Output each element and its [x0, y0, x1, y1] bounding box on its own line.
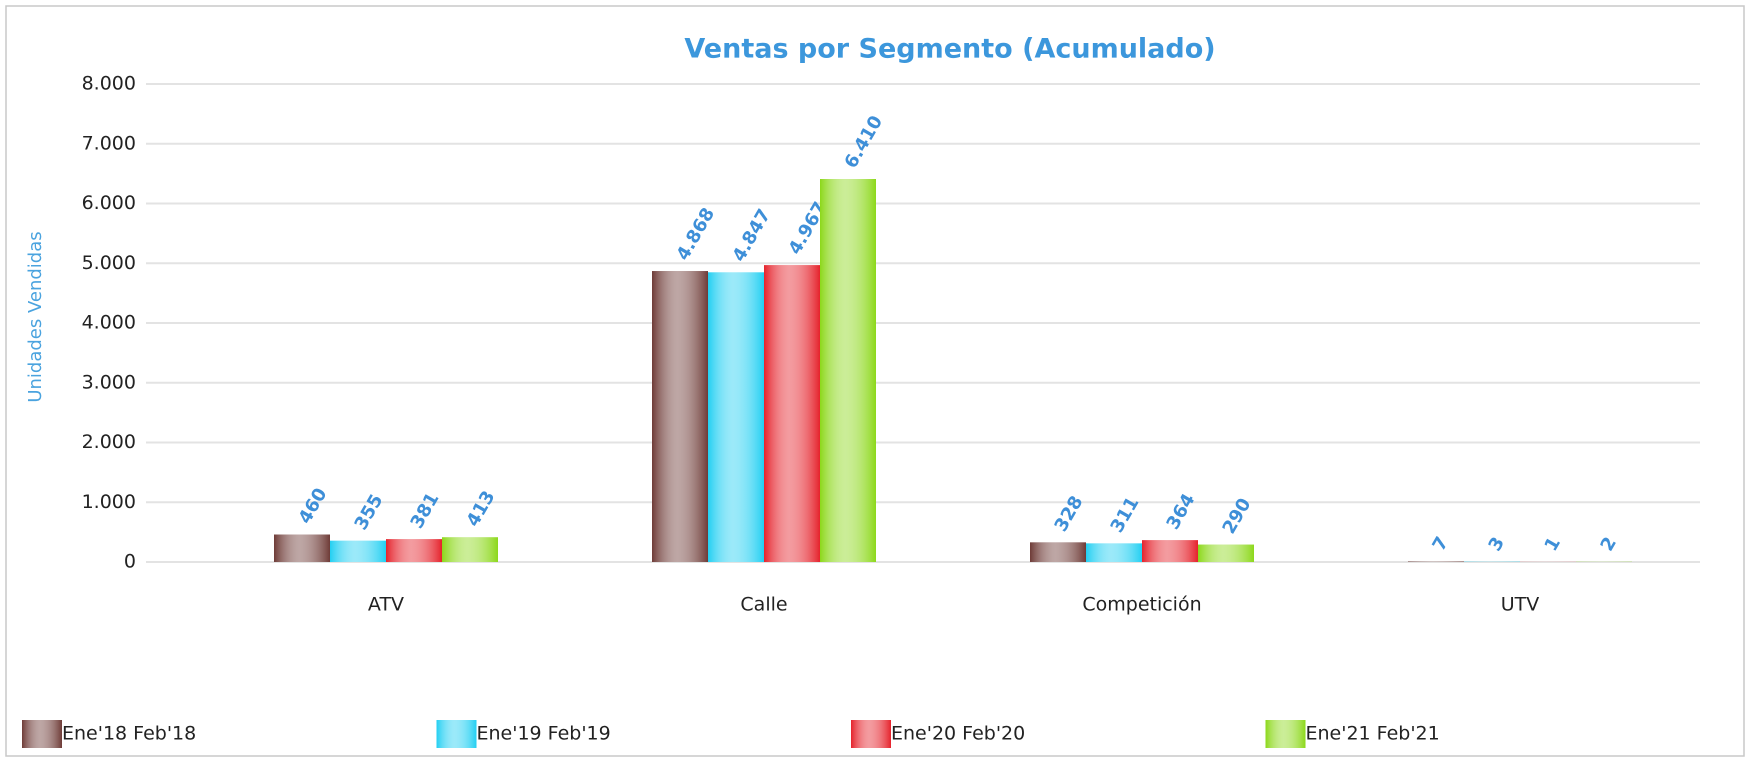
bar	[1142, 540, 1198, 562]
x-tick-label: Competición	[1082, 594, 1201, 616]
bar	[1086, 543, 1142, 562]
x-tick-label: Calle	[740, 594, 787, 616]
bar-group	[1142, 540, 1198, 562]
legend-label: Ene'20 Feb'20	[891, 723, 1025, 745]
bar-group	[1198, 544, 1254, 562]
bar	[386, 539, 442, 562]
bar-group	[764, 265, 820, 562]
y-tick-label: 3.000	[82, 371, 136, 393]
bar-group	[820, 179, 876, 562]
bar	[1198, 544, 1254, 562]
y-tick-label: 0	[124, 551, 136, 573]
y-axis-title: Unidades Vendidas	[25, 231, 46, 402]
bar	[764, 265, 820, 562]
bar	[708, 272, 764, 562]
y-tick-label: 1.000	[82, 491, 136, 513]
x-tick-label: ATV	[368, 594, 404, 616]
chart-title: Ventas por Segmento (Acumulado)	[684, 34, 1215, 65]
legend-label: Ene'21 Feb'21	[1306, 723, 1440, 745]
bar-group	[274, 534, 330, 562]
legend-swatch-shine	[22, 720, 62, 748]
legend-swatch-shine	[436, 720, 477, 748]
legend-swatch-shine	[851, 720, 891, 748]
bar	[652, 271, 708, 562]
bar-group	[330, 540, 386, 562]
bar-group	[708, 272, 764, 562]
legend-label: Ene'19 Feb'19	[477, 723, 611, 745]
legend-swatch-shine	[1265, 720, 1306, 748]
bar	[820, 179, 876, 562]
bar-group	[1030, 542, 1086, 562]
y-tick-label: 8.000	[82, 73, 136, 95]
bar-group	[652, 271, 708, 562]
bar	[442, 537, 498, 562]
y-tick-label: 4.000	[82, 312, 136, 334]
y-tick-label: 2.000	[82, 431, 136, 453]
bar-group	[442, 537, 498, 562]
y-tick-label: 6.000	[82, 192, 136, 214]
y-tick-label: 5.000	[82, 252, 136, 274]
bar	[1030, 542, 1086, 562]
y-tick-label: 7.000	[82, 132, 136, 154]
bar	[330, 540, 386, 562]
bar-group	[1086, 543, 1142, 562]
bar-group	[386, 539, 442, 562]
bar	[274, 534, 330, 562]
legend-label: Ene'18 Feb'18	[62, 723, 196, 745]
x-tick-label: UTV	[1501, 594, 1540, 616]
